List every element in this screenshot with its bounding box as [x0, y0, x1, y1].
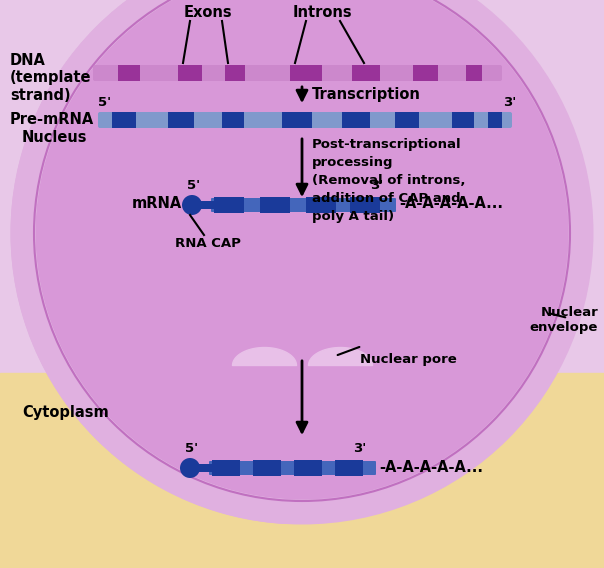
Bar [290, 65, 322, 81]
Text: Exons: Exons [184, 5, 233, 20]
Bar [466, 65, 482, 81]
Bar [342, 112, 370, 128]
Bar [488, 112, 502, 128]
Text: RNA CAP: RNA CAP [175, 237, 241, 250]
Text: Introns: Introns [292, 5, 352, 20]
Bar [306, 197, 336, 213]
Bar [112, 112, 136, 128]
Text: 3': 3' [503, 96, 516, 109]
Text: Nuclear
envelope: Nuclear envelope [530, 306, 598, 334]
Bar [168, 112, 194, 128]
Bar [282, 112, 312, 128]
Bar [257, 328, 347, 383]
Text: 5': 5' [98, 96, 112, 109]
Text: Cytoplasm: Cytoplasm [22, 406, 109, 420]
Bar [352, 65, 380, 81]
Bar [200, 201, 214, 209]
Bar [350, 197, 380, 213]
Text: 5': 5' [185, 442, 199, 455]
Bar [253, 460, 281, 476]
Bar [260, 197, 290, 213]
Bar [118, 65, 140, 81]
Text: Transcription: Transcription [312, 87, 421, 102]
Bar [214, 197, 244, 213]
FancyBboxPatch shape [209, 461, 376, 475]
Circle shape [180, 458, 200, 478]
Text: Pre-mRNA: Pre-mRNA [10, 111, 94, 127]
Text: Nucleus: Nucleus [22, 131, 88, 145]
Text: 3': 3' [370, 179, 384, 192]
Bar [212, 460, 240, 476]
Text: -A-A-A-A-A...: -A-A-A-A-A... [399, 197, 503, 211]
Bar [225, 65, 245, 81]
Text: 3': 3' [353, 442, 367, 455]
FancyBboxPatch shape [93, 65, 502, 81]
Bar [222, 112, 244, 128]
Bar [452, 112, 474, 128]
Bar [178, 65, 202, 81]
Bar [335, 460, 363, 476]
Bar [294, 460, 322, 476]
Text: 5': 5' [187, 179, 201, 192]
Ellipse shape [34, 0, 570, 501]
Bar [395, 112, 419, 128]
Bar [198, 464, 212, 472]
Circle shape [182, 195, 202, 215]
FancyBboxPatch shape [98, 112, 512, 128]
Text: -A-A-A-A-A...: -A-A-A-A-A... [379, 460, 483, 474]
Text: mRNA: mRNA [132, 197, 182, 211]
Text: Post-transcriptional
processing
(Removal of introns,
addition of CAP and
poly A : Post-transcriptional processing (Removal… [312, 138, 466, 223]
Bar [0, 373, 604, 568]
Text: Nuclear pore: Nuclear pore [360, 353, 457, 366]
Bar [413, 65, 438, 81]
Text: DNA
(template
strand): DNA (template strand) [10, 53, 91, 103]
FancyBboxPatch shape [211, 198, 396, 212]
